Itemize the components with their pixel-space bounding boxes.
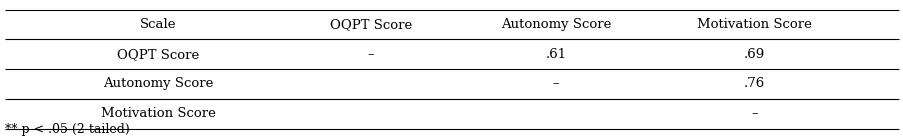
Text: –: – <box>750 107 758 120</box>
Text: Motivation Score: Motivation Score <box>100 107 216 120</box>
Text: Autonomy Score: Autonomy Score <box>103 77 213 90</box>
Text: .61: .61 <box>545 48 566 61</box>
Text: –: – <box>367 48 374 61</box>
Text: .69: .69 <box>743 48 765 61</box>
Text: ** p < .05 (2-tailed): ** p < .05 (2-tailed) <box>5 123 129 136</box>
Text: –: – <box>552 77 559 90</box>
Text: .76: .76 <box>743 77 765 90</box>
Text: OQPT Score: OQPT Score <box>117 48 199 61</box>
Text: OQPT Score: OQPT Score <box>330 18 411 31</box>
Text: Autonomy Score: Autonomy Score <box>500 18 610 31</box>
Text: Motivation Score: Motivation Score <box>696 18 812 31</box>
Text: Scale: Scale <box>140 18 176 31</box>
